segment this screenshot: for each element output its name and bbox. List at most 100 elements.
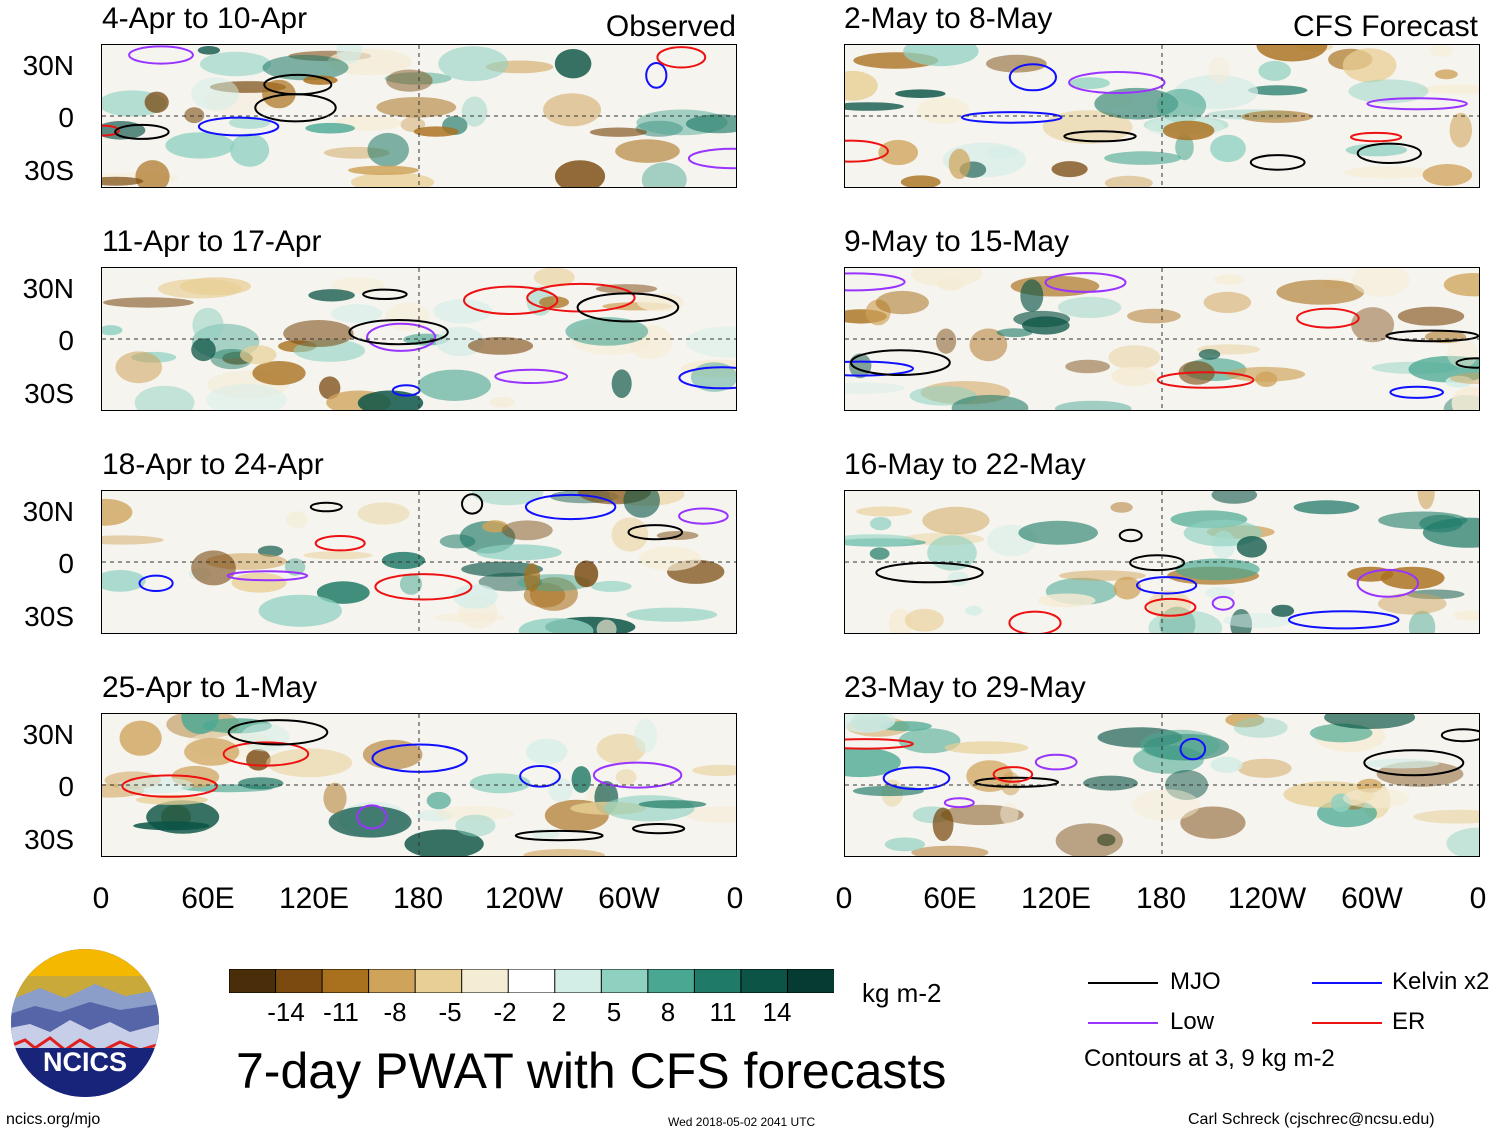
pwat-anomaly <box>916 97 970 124</box>
pwat-anomaly <box>482 520 508 533</box>
wave-contour <box>845 139 889 163</box>
lat-label: 30S <box>24 824 74 855</box>
pwat-anomaly <box>1065 359 1110 374</box>
pwat-anomaly <box>158 278 242 299</box>
panel-title: 18-Apr to 24-Apr <box>102 448 324 481</box>
map-panel <box>101 44 737 188</box>
legend-kelvin-label: Kelvin x2 <box>1392 968 1490 995</box>
pwat-anomaly <box>319 376 341 400</box>
pwat-anomaly <box>386 69 433 92</box>
pwat-anomaly <box>1345 143 1408 157</box>
pwat-anomaly <box>589 127 647 137</box>
pwat-anomaly <box>1225 714 1265 728</box>
wave-contour <box>391 384 421 397</box>
pwat-anomaly <box>1175 558 1260 581</box>
forecast-label: CFS Forecast <box>1292 10 1478 43</box>
pwat-anomaly <box>845 382 905 394</box>
pwat-anomaly <box>103 297 194 308</box>
pwat-anomaly <box>115 351 163 384</box>
pwat-anomaly <box>1348 79 1429 104</box>
pwat-anomaly <box>911 845 989 856</box>
pwat-anomaly <box>1256 45 1328 62</box>
pwat-anomaly <box>1408 355 1479 383</box>
wave-contour <box>226 570 309 582</box>
pwat-anomaly <box>692 764 736 776</box>
wave-contour <box>678 366 736 390</box>
pwat-anomaly <box>1342 788 1410 809</box>
pwat-anomaly <box>1237 758 1292 778</box>
pwat-anomaly <box>1069 77 1110 89</box>
pwat-anomaly <box>1406 589 1465 600</box>
map-drawing <box>845 491 1479 633</box>
colorbar-swatch <box>507 968 556 994</box>
pwat-anomaly <box>1271 604 1295 617</box>
colorbar-label: 14 <box>762 997 792 1027</box>
pwat-anomaly <box>135 794 208 805</box>
pwat-anomaly <box>350 172 435 187</box>
pwat-anomaly <box>1111 366 1157 387</box>
pwat-anomaly <box>641 162 687 187</box>
lon-label: 60E <box>923 882 977 915</box>
pwat-anomaly <box>501 520 553 541</box>
pwat-anomaly <box>554 49 592 79</box>
lat-label: 0 <box>58 548 74 579</box>
map-panel <box>844 267 1480 411</box>
pwat-anomaly <box>165 132 235 159</box>
wave-contour <box>1034 753 1078 771</box>
colorbar-label: 8 <box>660 997 676 1027</box>
pwat-anomaly <box>1110 502 1133 513</box>
map-drawing <box>102 714 736 856</box>
pwat-anomaly <box>615 769 637 786</box>
lat-label: 30N <box>22 273 74 304</box>
wave-contour <box>1008 63 1057 92</box>
pwat-anomaly <box>1113 576 1141 600</box>
pwat-anomaly <box>944 741 1029 755</box>
pwat-anomaly <box>1203 291 1252 313</box>
pwat-anomaly <box>845 534 917 547</box>
colorbar-swatch <box>647 968 696 994</box>
pwat-anomaly <box>258 594 342 627</box>
pwat-anomaly <box>543 93 602 127</box>
pwat-anomaly <box>936 328 957 354</box>
pwat-anomaly <box>986 54 1047 73</box>
footer-url[interactable]: ncics.org/mjo <box>6 1111 101 1128</box>
pwat-anomaly <box>523 563 541 592</box>
wave-contour <box>1136 576 1198 595</box>
pwat-anomaly <box>1446 827 1479 856</box>
pwat-anomaly <box>283 320 354 347</box>
pwat-anomaly <box>417 369 491 401</box>
pwat-anomaly <box>191 77 239 111</box>
wave-contour <box>678 507 729 525</box>
pwat-anomaly <box>467 337 534 355</box>
colorbar-swatch <box>600 968 649 994</box>
pwat-anomaly <box>1417 84 1479 94</box>
wave-contour <box>687 147 736 170</box>
pwat-anomaly <box>438 46 509 82</box>
pwat-anomaly <box>362 739 423 770</box>
wave-contour <box>845 360 914 377</box>
footer-timestamp: Wed 2018-05-02 2041 UTC <box>668 1115 816 1129</box>
pwat-anomaly <box>638 546 702 571</box>
observed-label: Observed <box>605 10 736 43</box>
pwat-anomaly <box>878 139 919 166</box>
pwat-anomaly <box>1055 823 1123 856</box>
pwat-anomaly <box>591 580 632 592</box>
pwat-anomaly <box>439 534 476 549</box>
colorbar-swatch <box>693 968 742 994</box>
pwat-anomaly <box>565 317 649 346</box>
pwat-anomaly <box>1013 310 1071 328</box>
pwat-anomaly <box>328 806 412 838</box>
wave-contour <box>974 776 1060 788</box>
pwat-anomaly <box>1377 593 1447 615</box>
pwat-anomaly <box>1054 400 1132 410</box>
pwat-anomaly <box>895 89 946 98</box>
wave-contour <box>576 292 680 323</box>
lat-label: 30S <box>24 155 74 186</box>
wave-contour <box>1296 307 1360 329</box>
map-panel <box>844 490 1480 634</box>
map-drawing <box>102 268 736 410</box>
wave-contour <box>362 288 408 300</box>
pwat-anomaly <box>927 535 977 571</box>
map-panel <box>844 713 1480 857</box>
pwat-anomaly <box>1083 775 1138 791</box>
